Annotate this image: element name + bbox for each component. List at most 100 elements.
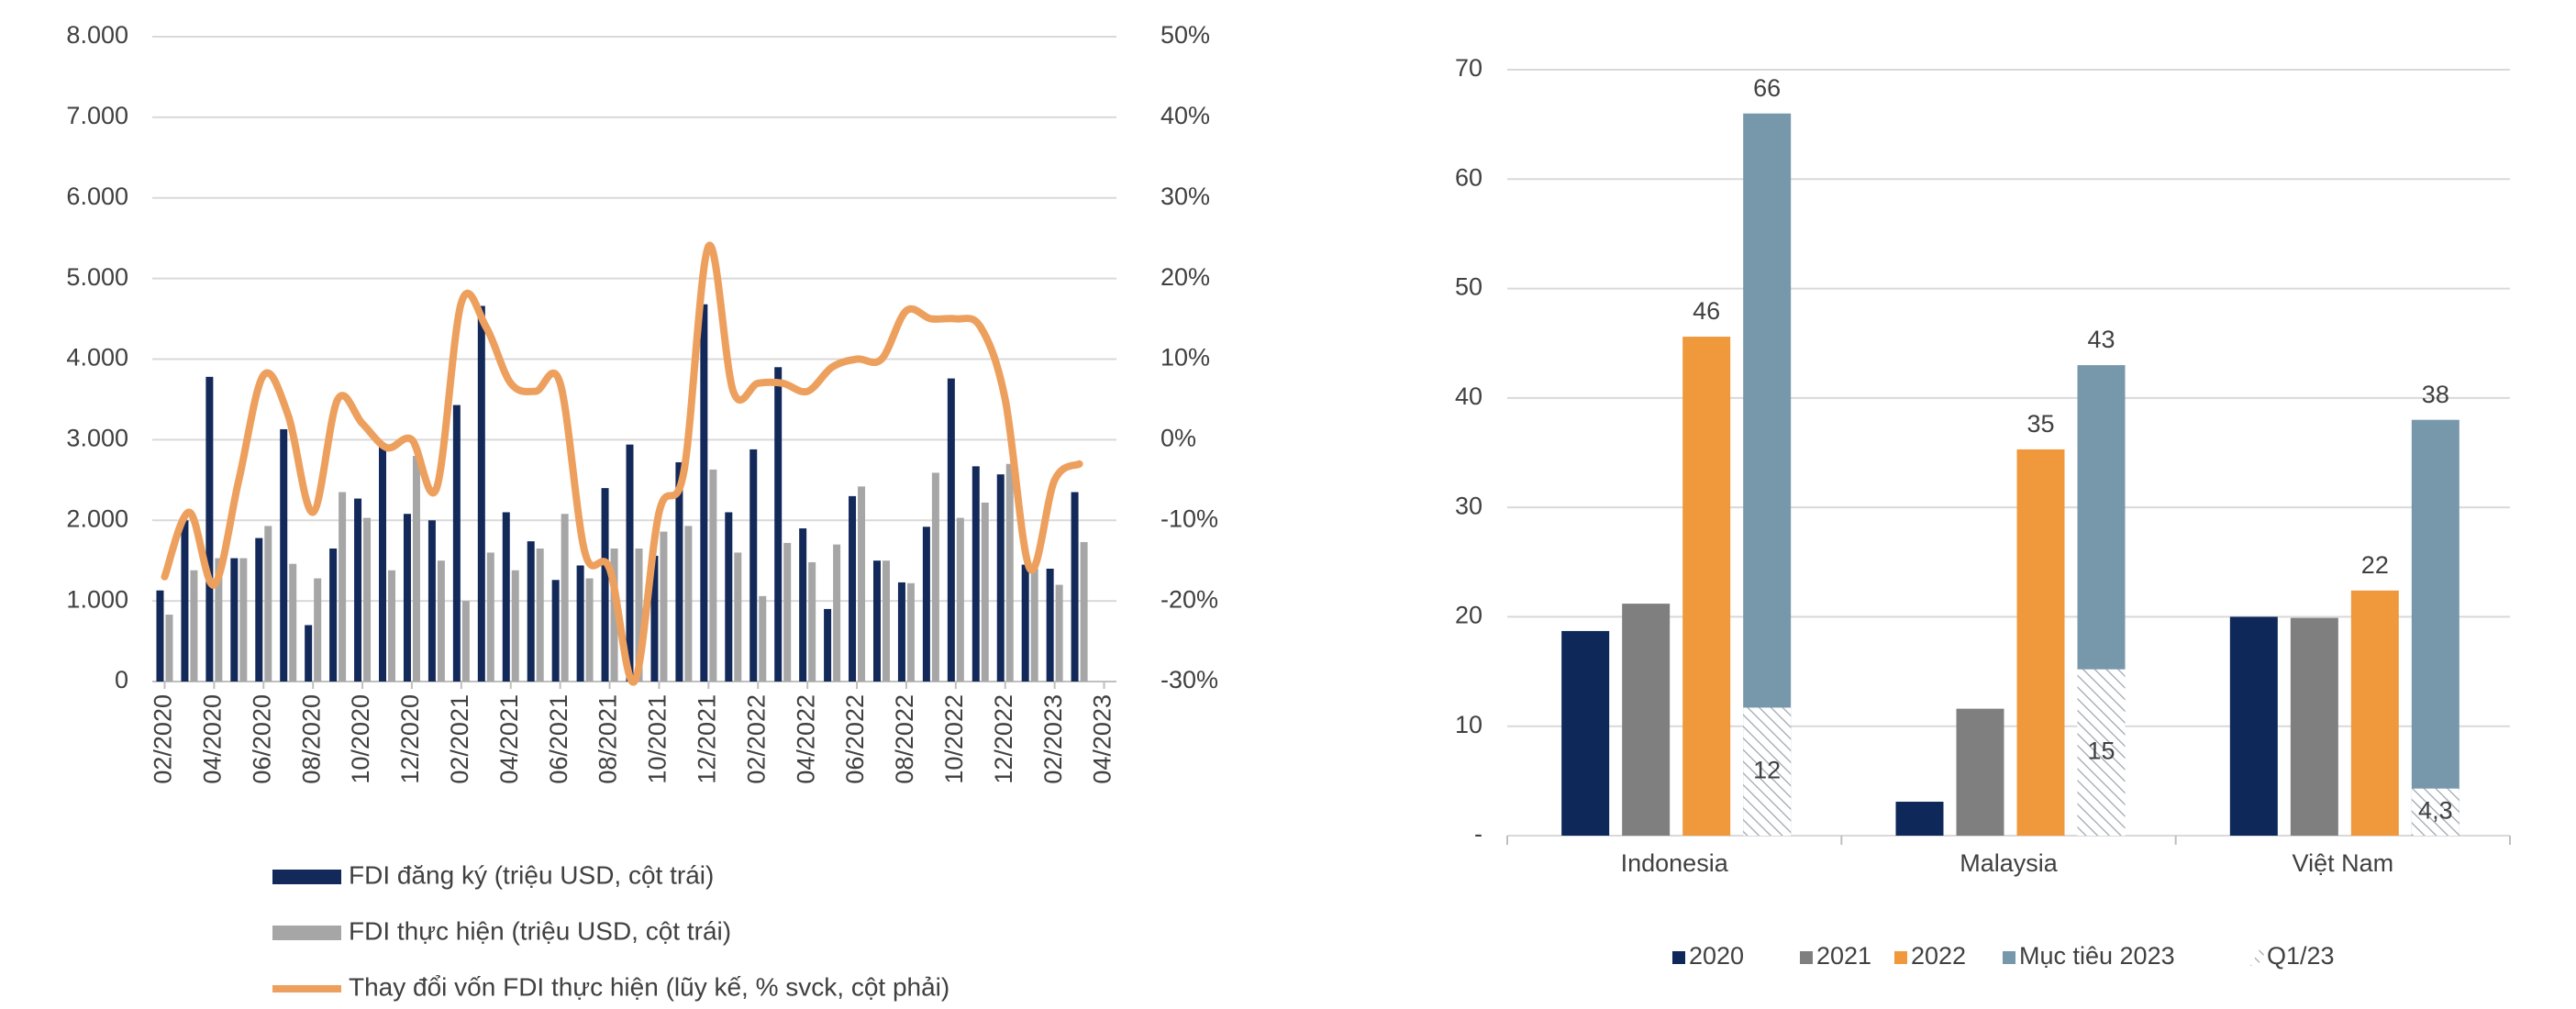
bar: [388, 570, 396, 682]
bar: [1895, 802, 1944, 836]
bar: [947, 378, 955, 682]
x-tick-label: 04/2020: [198, 694, 226, 784]
y2-tick-label: 50%: [1160, 21, 1210, 49]
bar: [363, 517, 372, 682]
x-tick-label: 04/2022: [792, 694, 819, 784]
x-tick-label: 06/2020: [248, 694, 275, 784]
bar: [379, 443, 387, 682]
data-label: 12: [1753, 756, 1781, 783]
bar: [239, 558, 248, 682]
hatched-bar: [2411, 788, 2459, 836]
y-tick-label: 30: [1455, 492, 1482, 519]
bar: [511, 570, 519, 682]
bar: [305, 625, 313, 682]
x-tick-label: 02/2021: [446, 694, 473, 784]
hatched-bar: [2077, 669, 2126, 836]
x-tick-label: 10/2021: [644, 694, 672, 784]
y-tick-label: 3.000: [66, 425, 128, 452]
bar: [972, 466, 980, 682]
legend-swatch: [1894, 951, 1907, 964]
bar: [981, 502, 989, 682]
bar: [412, 455, 420, 682]
x-tick-label: 10/2020: [347, 694, 374, 784]
legend-label: 2020: [1689, 942, 1744, 970]
bar: [684, 526, 693, 682]
bar: [833, 544, 841, 682]
y2-tick-label: 20%: [1160, 263, 1210, 291]
legend-swatch: [1672, 951, 1685, 964]
bar: [486, 552, 494, 682]
data-label: 38: [2422, 381, 2449, 408]
bar: [849, 495, 857, 682]
bar: [1021, 564, 1029, 682]
bar: [156, 590, 164, 682]
x-tick-label: 10/2022: [940, 694, 968, 784]
bar: [1071, 492, 1079, 682]
legend-label: FDI thực hiện (triệu USD, cột trái): [349, 916, 731, 945]
bar: [906, 582, 915, 682]
bar: [660, 531, 668, 682]
x-tick-label: 08/2021: [594, 694, 622, 784]
y-tick-label: 6.000: [66, 183, 128, 210]
legend-label: Mục tiêu 2023: [2019, 942, 2175, 970]
bar: [2229, 616, 2278, 836]
bar: [1080, 541, 1088, 682]
bar: [461, 601, 470, 682]
y-tick-label: 20: [1455, 602, 1482, 629]
bar: [339, 492, 347, 682]
data-label: 22: [2361, 551, 2389, 579]
bar: [502, 512, 510, 682]
legend-swatch: [2250, 949, 2267, 966]
bar: [230, 558, 239, 682]
hatched-bar: [1743, 707, 1792, 836]
data-label: 43: [2087, 326, 2115, 353]
x-tick-label: Việt Nam: [2293, 849, 2394, 877]
bar: [626, 444, 634, 682]
bar: [561, 514, 569, 682]
bar: [1046, 568, 1054, 682]
bar: [1030, 568, 1038, 682]
y2-tick-label: -30%: [1160, 666, 1218, 693]
bar: [427, 520, 436, 682]
bar: [808, 561, 816, 682]
bar: [452, 405, 461, 682]
bar: [576, 565, 584, 682]
bar: [799, 528, 807, 682]
bar: [2350, 590, 2399, 836]
legend-swatch: [272, 870, 341, 884]
bar: [280, 428, 288, 682]
data-label: 66: [1753, 74, 1781, 102]
bar: [1682, 337, 1731, 836]
data-label: 15: [2087, 737, 2115, 764]
bar: [700, 304, 708, 682]
y2-tick-label: -10%: [1160, 504, 1218, 532]
y-tick-label: 0: [115, 666, 128, 693]
bar: [734, 552, 742, 682]
x-tick-label: 12/2021: [693, 694, 720, 784]
legend-label: Thay đổi vốn FDI thực hiện (lũy kế, % sv…: [349, 972, 949, 1001]
bar: [956, 517, 964, 682]
legend-label: FDI đăng ký (triệu USD, cột trái): [349, 860, 714, 889]
y2-tick-label: 40%: [1160, 102, 1210, 129]
data-label: 46: [1693, 297, 1720, 325]
bar: [437, 560, 445, 682]
y-tick-label: 70: [1455, 54, 1482, 82]
x-tick-label: Indonesia: [1621, 849, 1729, 877]
bar: [477, 305, 485, 682]
bar: [205, 376, 214, 682]
legend-swatch: [2003, 951, 2015, 964]
y2-tick-label: 10%: [1160, 344, 1210, 371]
y-tick-label: 10: [1455, 711, 1482, 738]
bar: [759, 595, 767, 682]
bar: [1956, 708, 2004, 836]
bar: [1561, 630, 1610, 836]
y2-tick-label: -20%: [1160, 585, 1218, 613]
bar: [1005, 463, 1014, 682]
legend-swatch: [1800, 951, 1813, 964]
y-tick-label: 2.000: [66, 504, 128, 532]
x-tick-label: 08/2020: [297, 694, 325, 784]
data-label: 35: [2026, 410, 2054, 438]
y-tick-label: 50: [1455, 273, 1482, 301]
bar: [527, 541, 535, 682]
bar: [314, 578, 322, 682]
